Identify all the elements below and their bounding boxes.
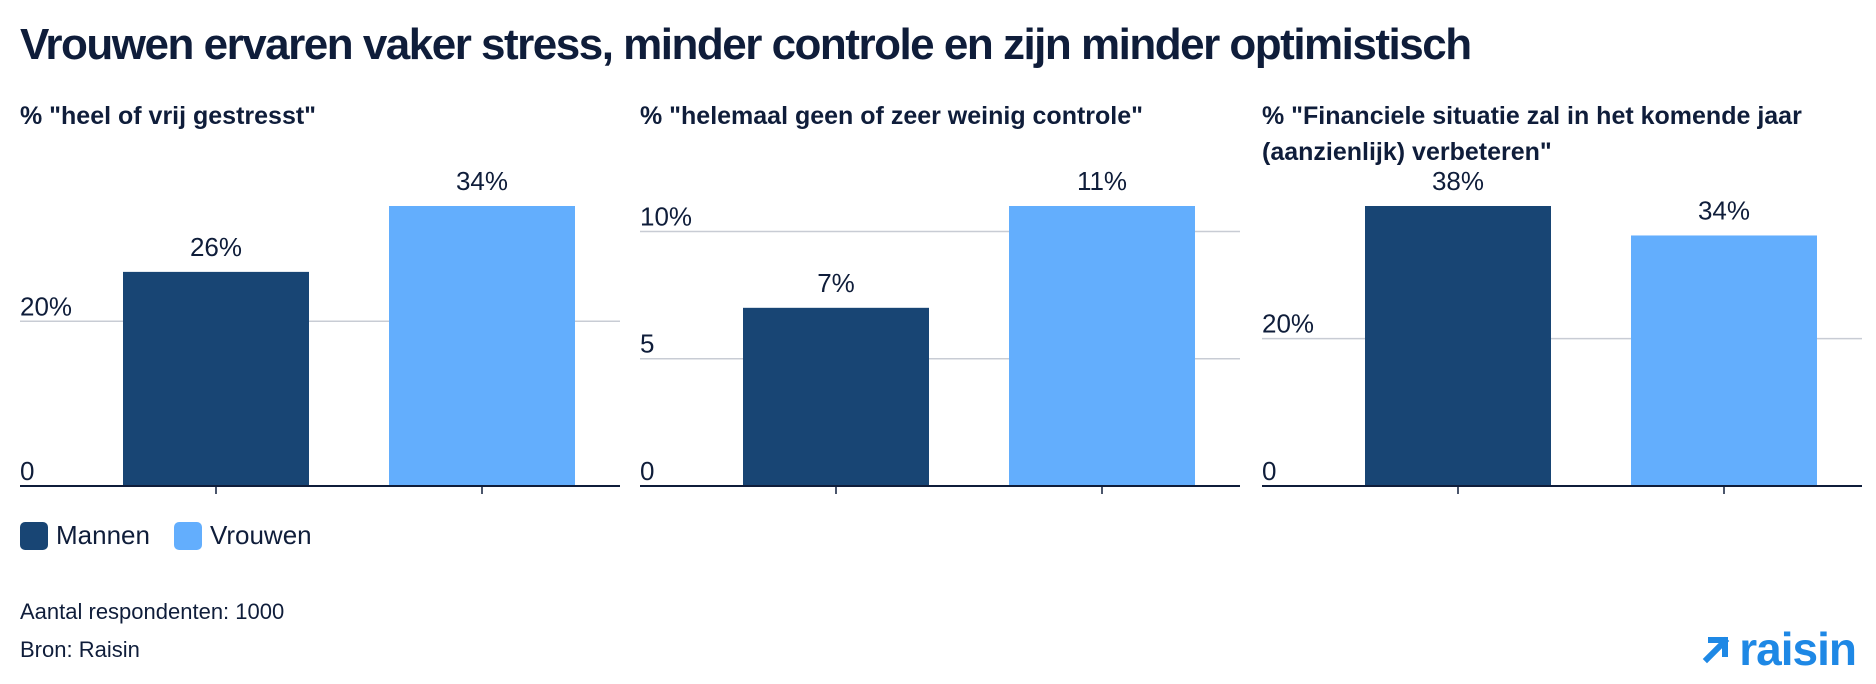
legend: Mannen Vrouwen [20, 520, 312, 551]
arrow-up-right-icon [1703, 636, 1730, 664]
legend-swatch-mannen [20, 521, 48, 550]
panel-outlook: % "Financiele situatie zal in het komend… [1262, 98, 1862, 498]
chart-title: Vrouwen ervaren vaker stress, minder con… [20, 20, 1472, 69]
bar-chart-stress: 0 20% 26% 34% [20, 166, 620, 494]
legend-swatch-vrouwen [173, 521, 202, 550]
respondents-note: Aantal respondenten: 1000 [20, 599, 285, 624]
data-label: 26% [190, 232, 242, 262]
panel-control: % "helemaal geen of zeer weinig controle… [640, 98, 1240, 498]
panel-stress: % "heel of vrij gestresst" 0 20% 26% 34% [20, 98, 620, 498]
y-tick-label: 0 [20, 456, 34, 486]
bar-mannen [123, 271, 309, 486]
bar-chart-outlook: 0 20% 38% 34% [1262, 166, 1862, 494]
bar-chart-control: 0 5 10% 7% 11% [640, 166, 1240, 494]
data-label: 34% [456, 166, 508, 196]
bar-vrouwen [1009, 206, 1195, 486]
y-tick-label: 5 [640, 329, 654, 359]
raisin-logo: raisin [1701, 622, 1857, 676]
legend-label-mannen: Mannen [56, 520, 150, 550]
data-label: 11% [1077, 166, 1127, 196]
y-tick-label: 10% [640, 201, 692, 231]
bar-mannen [1365, 206, 1551, 486]
bar-vrouwen [389, 206, 575, 486]
panel-title-outlook: % "Financiele situatie zal in het komend… [1262, 102, 1802, 166]
legend-label-vrouwen: Vrouwen [209, 520, 312, 550]
y-tick-label: 0 [1262, 456, 1276, 486]
bar-mannen [743, 307, 929, 486]
data-label: 34% [1698, 195, 1750, 225]
legend-item-mannen: Mannen [20, 520, 150, 551]
y-tick-label: 0 [640, 456, 654, 486]
source-note: Bron: Raisin [20, 637, 140, 662]
bar-vrouwen [1631, 235, 1817, 486]
legend-item-vrouwen: Vrouwen [173, 520, 312, 551]
y-tick-label: 20% [20, 291, 72, 321]
panel-title-control: % "helemaal geen of zeer weinig controle… [640, 102, 1144, 130]
y-tick-label: 20% [1262, 309, 1314, 339]
data-label: 7% [817, 268, 855, 298]
data-label: 38% [1432, 166, 1484, 196]
logo-text: raisin [1739, 623, 1857, 675]
panel-title-stress: % "heel of vrij gestresst" [20, 102, 317, 130]
